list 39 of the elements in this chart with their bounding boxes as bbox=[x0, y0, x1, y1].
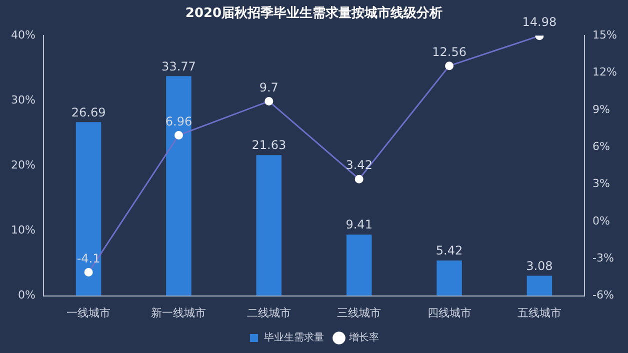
y-tick-label: 0% bbox=[18, 288, 36, 302]
y-tick-label: 40% bbox=[10, 28, 36, 42]
x-tick-label: 一线城市 bbox=[66, 306, 111, 320]
y2-tick-label: 3% bbox=[592, 177, 610, 190]
data-label: 9.41 bbox=[346, 218, 372, 232]
data-label: 33.77 bbox=[162, 59, 196, 74]
bar bbox=[436, 260, 462, 296]
data-label: 3.08 bbox=[526, 258, 553, 273]
y2-tick-label: 9% bbox=[592, 102, 610, 116]
y2-tick-label: 0% bbox=[592, 214, 610, 228]
data-label: -4.1 bbox=[76, 251, 100, 266]
bar bbox=[526, 276, 552, 296]
x-tick-label: 五线城市 bbox=[517, 306, 562, 320]
y2-tick-label: -6% bbox=[592, 288, 614, 302]
data-label: 6.96 bbox=[165, 114, 192, 128]
y-tick-label: 30% bbox=[10, 94, 36, 107]
x-tick-label: 三线城市 bbox=[337, 306, 382, 320]
data-label: 26.69 bbox=[71, 105, 106, 120]
y2-tick-label: 12% bbox=[592, 66, 618, 79]
bar bbox=[166, 76, 192, 296]
bar bbox=[256, 155, 282, 296]
y2-tick-label: 15% bbox=[592, 28, 618, 42]
y2-tick-label: -3% bbox=[592, 251, 614, 264]
x-tick-label: 四线城市 bbox=[427, 306, 472, 320]
data-label: 5.42 bbox=[436, 244, 463, 258]
y-tick-label: 20% bbox=[10, 158, 36, 172]
data-label: 21.63 bbox=[252, 138, 286, 152]
legend-label: 增长率 bbox=[348, 332, 379, 344]
data-label: 9.7 bbox=[259, 80, 278, 94]
data-label: 12.56 bbox=[432, 44, 466, 59]
legend-label: 毕业生需求量 bbox=[264, 332, 324, 344]
bar bbox=[76, 122, 102, 296]
y-tick-label: 10% bbox=[10, 224, 36, 237]
x-tick-label: 新一线城市 bbox=[151, 306, 206, 320]
bar bbox=[346, 234, 372, 296]
data-label: 14.98 bbox=[522, 14, 557, 29]
x-tick-label: 二线城市 bbox=[246, 306, 291, 320]
y2-tick-label: 6% bbox=[592, 140, 610, 153]
chart-title: 2020届秋招季毕业生需求量按城市线级分析 bbox=[185, 5, 443, 22]
